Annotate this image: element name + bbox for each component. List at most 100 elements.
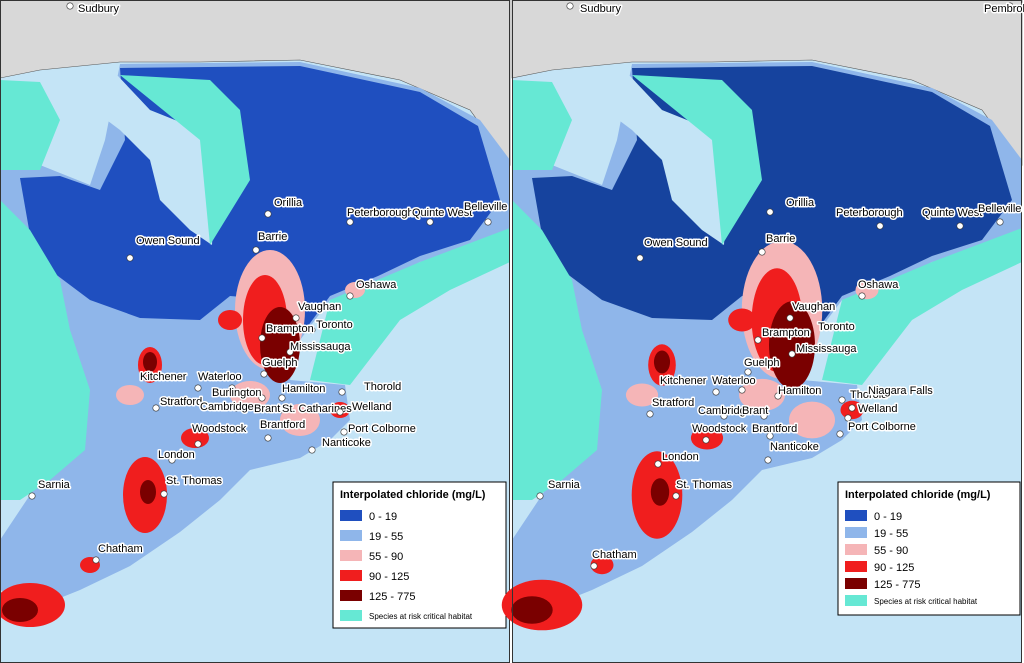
city-label: Guelph <box>744 357 779 369</box>
city-marker <box>232 404 240 412</box>
city-label: Woodstock <box>192 423 247 435</box>
city-label: St. Catharines <box>282 403 352 415</box>
city-label: Oshawa <box>858 279 899 291</box>
legend-label: 55 - 90 <box>369 551 403 563</box>
legend-swatch <box>845 527 867 538</box>
city-marker <box>996 218 1004 226</box>
city-marker <box>258 334 266 342</box>
city-marker <box>286 348 294 356</box>
city-marker <box>738 386 746 394</box>
critical-habitat <box>512 200 602 500</box>
city-marker <box>788 350 796 358</box>
city-marker <box>264 434 272 442</box>
critical-habitat <box>632 75 762 245</box>
critical-habitat <box>120 75 250 245</box>
city-label: Quinte West <box>922 207 982 219</box>
city-marker <box>766 432 774 440</box>
chloride-hotspot <box>260 307 300 383</box>
city-marker <box>276 406 284 414</box>
city-label: Port Colborne <box>348 423 416 435</box>
legend-habitat-label: Species at risk critical habitat <box>874 597 978 606</box>
city-marker <box>744 368 752 376</box>
chloride-hotspot <box>789 401 835 439</box>
city-marker <box>346 218 354 226</box>
critical-habitat <box>0 80 60 170</box>
city-marker <box>712 388 720 396</box>
city-label: Brampton <box>762 327 810 339</box>
legend-swatch <box>845 510 867 521</box>
legend-swatch <box>340 610 362 621</box>
chloride-hotspot <box>590 555 614 575</box>
city-marker <box>126 254 134 262</box>
city-label: Thorold <box>850 389 887 401</box>
city-label: Owen Sound <box>136 235 200 247</box>
chloride-hotspot <box>2 598 38 622</box>
city-marker <box>340 428 348 436</box>
legend-swatch <box>845 595 867 606</box>
city-label: Welland <box>858 403 898 415</box>
city-label: Chatham <box>98 543 143 555</box>
city-marker <box>590 562 598 570</box>
critical-habitat <box>310 228 510 385</box>
city-label: Hamilton <box>778 385 821 397</box>
city-label: Port Colborne <box>848 421 916 433</box>
chloride-hotspot <box>625 383 659 407</box>
chloride-hotspot <box>140 480 156 504</box>
chloride-hotspot <box>653 350 671 374</box>
city-label: Belleville <box>464 201 507 213</box>
city-marker <box>720 412 728 420</box>
city-marker <box>956 222 964 230</box>
city-marker <box>566 2 574 10</box>
legend-label: 125 - 775 <box>369 591 415 603</box>
city-marker <box>92 556 100 564</box>
chloride-hotspot <box>230 381 270 409</box>
city-marker <box>160 490 168 498</box>
city-label: Vaughan <box>298 301 341 313</box>
city-label: Nanticoke <box>770 441 819 453</box>
city-marker <box>758 248 766 256</box>
georgian-bay <box>552 76 727 245</box>
city-marker <box>838 396 846 404</box>
georgian-bay <box>40 76 215 245</box>
city-marker <box>858 292 866 300</box>
city-marker <box>28 492 36 500</box>
chloride-hotspot <box>650 478 670 506</box>
legend: Interpolated chloride (mg/L) 0 - 19 19 - 5… <box>332 481 507 629</box>
city-label: Sarnia <box>38 479 71 491</box>
city-marker <box>766 208 774 216</box>
legend-label: 90 - 125 <box>874 562 914 574</box>
chloride-hotspot <box>728 308 756 332</box>
city-marker <box>308 446 316 454</box>
city-marker <box>536 492 544 500</box>
city-label: Hamilton <box>282 383 325 395</box>
legend-title: Interpolated chloride (mg/L) <box>340 489 486 501</box>
chloride-hotspot <box>280 404 320 436</box>
legend-swatch <box>845 544 867 555</box>
chloride-hotspot <box>218 310 242 330</box>
city-marker <box>252 246 260 254</box>
chloride-hotspot <box>143 352 157 372</box>
legend: Interpolated chloride (mg/L) 0 - 19 19 - 5… <box>837 481 1021 616</box>
city-label: Pembroke <box>984 3 1024 15</box>
city-label: Barrie <box>258 231 287 243</box>
city-label: Peterborough <box>347 207 414 219</box>
city-marker <box>194 384 202 392</box>
city-marker <box>264 210 272 218</box>
city-label: St. Thomas <box>676 479 733 491</box>
city-label: Chatham <box>592 549 637 561</box>
map-panel: Sudbury Pembroke Orillia Peterborough Quinte… <box>501 0 1024 663</box>
legend-label: 0 - 19 <box>369 511 397 523</box>
legend-label: 19 - 55 <box>369 531 403 543</box>
city-label: Brantford <box>752 423 797 435</box>
city-label: Niagara Falls <box>868 385 933 397</box>
city-marker <box>836 430 844 438</box>
city-label: Mississauga <box>796 343 857 355</box>
city-label: London <box>662 451 699 463</box>
city-label: Stratford <box>652 397 694 409</box>
city-label: Brant <box>742 405 768 417</box>
city-label: Toronto <box>316 319 353 331</box>
legend-swatch <box>340 550 362 561</box>
legend-label: 90 - 125 <box>369 571 409 583</box>
city-marker <box>66 2 74 10</box>
city-marker <box>754 336 762 344</box>
